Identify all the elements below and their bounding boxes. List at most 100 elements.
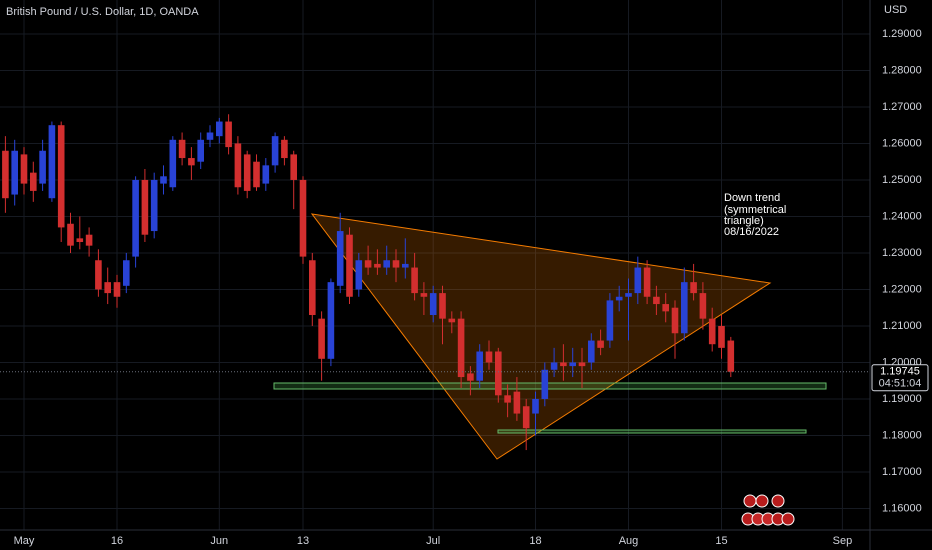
candle-body xyxy=(299,179,307,257)
candle-body xyxy=(11,150,18,195)
candle-body xyxy=(476,351,483,381)
y-tick-label: 1.26000 xyxy=(882,137,922,149)
candles xyxy=(2,114,735,451)
candle-body xyxy=(123,260,130,286)
candle-body xyxy=(718,325,725,348)
annotation: Down trend xyxy=(724,192,780,204)
candle-body xyxy=(67,223,74,246)
candle-body xyxy=(662,304,669,312)
candle-body xyxy=(708,318,716,345)
candle-body xyxy=(160,176,167,184)
candle-body xyxy=(541,369,549,399)
candle-body xyxy=(225,121,232,148)
chart-title: British Pound / U.S. Dollar, 1D, OANDA xyxy=(6,6,199,18)
y-tick-label: 1.27000 xyxy=(882,101,922,113)
y-tick-label: 1.18000 xyxy=(882,429,922,441)
candle-body xyxy=(634,267,642,294)
candle-body xyxy=(699,293,707,319)
candle-body xyxy=(327,282,335,359)
candle-body xyxy=(253,161,260,188)
triangle-pattern xyxy=(310,213,772,460)
annotation: 08/16/2022 xyxy=(724,226,779,238)
candle-body xyxy=(20,154,28,184)
y-tick-label: 1.28000 xyxy=(882,64,922,76)
candle-body xyxy=(290,154,297,180)
candle-body xyxy=(113,282,121,297)
candle-body xyxy=(85,234,93,246)
candle-body xyxy=(569,362,576,367)
candle-body xyxy=(346,234,353,297)
candle-body xyxy=(150,179,158,232)
y-tick-label: 1.25000 xyxy=(882,174,922,186)
candle-body xyxy=(132,179,139,257)
candle-body xyxy=(439,293,446,319)
candle-body xyxy=(262,165,270,184)
candle-body xyxy=(467,373,474,381)
y-tick-label: 1.29000 xyxy=(882,28,922,40)
y-tick-label: 1.24000 xyxy=(882,210,922,222)
last-price-box xyxy=(871,364,929,392)
x-tick-label: 13 xyxy=(297,535,309,547)
candle-body xyxy=(495,351,502,396)
candle-body xyxy=(420,293,428,297)
candle-body xyxy=(318,318,325,359)
candle-body xyxy=(578,362,586,367)
candle-body xyxy=(281,139,288,159)
candle-body xyxy=(76,238,84,243)
candle-body xyxy=(141,179,149,235)
candle-body xyxy=(615,296,623,301)
x-tick-label: May xyxy=(14,535,35,547)
candle-body xyxy=(457,318,465,378)
candle-body xyxy=(364,260,372,268)
candle-body xyxy=(336,231,344,286)
candle-body xyxy=(550,362,558,370)
candle-body xyxy=(625,293,632,297)
candle-body xyxy=(197,139,204,162)
candle-body xyxy=(588,340,595,363)
candle-body xyxy=(2,150,9,199)
annotation: triangle) xyxy=(724,215,764,227)
candle-body xyxy=(57,125,65,228)
candle-body xyxy=(169,139,177,188)
candle-body xyxy=(178,139,186,159)
candle-body xyxy=(690,282,697,294)
candle-body xyxy=(727,340,735,372)
x-tick-label: 18 xyxy=(529,535,541,547)
candle-body xyxy=(448,318,456,323)
x-tick-label: Sep xyxy=(833,535,853,547)
y-tick-label: 1.21000 xyxy=(882,320,922,332)
candle-body xyxy=(411,267,418,294)
candle-body xyxy=(355,260,363,290)
event-icons xyxy=(741,494,795,526)
candle-body xyxy=(597,340,604,348)
y-axis-label: USD xyxy=(884,4,907,16)
axes: 1.160001.170001.180001.190001.200001.210… xyxy=(0,28,929,547)
x-tick-label: Jun xyxy=(210,535,228,547)
candle-body xyxy=(671,307,679,334)
candle-body xyxy=(271,136,279,166)
candle-body xyxy=(188,158,195,166)
candle-body xyxy=(643,267,651,297)
support-zone xyxy=(497,429,807,434)
candle-body xyxy=(681,282,688,334)
candle-body xyxy=(402,263,409,268)
y-tick-label: 1.17000 xyxy=(882,466,922,478)
candle-body xyxy=(485,351,493,363)
y-tick-label: 1.19000 xyxy=(882,393,922,405)
candle-body xyxy=(39,150,46,184)
candle-body xyxy=(48,125,56,199)
last-price-label: 1.19745 xyxy=(880,366,920,378)
countdown: 04:51:04 xyxy=(879,378,922,390)
y-tick-label: 1.23000 xyxy=(882,247,922,259)
y-tick-label: 1.16000 xyxy=(882,502,922,514)
candle-body xyxy=(522,406,530,429)
y-tick-label: 1.22000 xyxy=(882,283,922,295)
x-tick-label: Aug xyxy=(619,535,639,547)
candle-body xyxy=(30,172,37,191)
x-tick-label: 16 xyxy=(111,535,123,547)
candle-body xyxy=(392,260,400,268)
candle-body xyxy=(513,391,521,414)
candle-body xyxy=(504,395,511,403)
candle-body xyxy=(206,132,214,140)
